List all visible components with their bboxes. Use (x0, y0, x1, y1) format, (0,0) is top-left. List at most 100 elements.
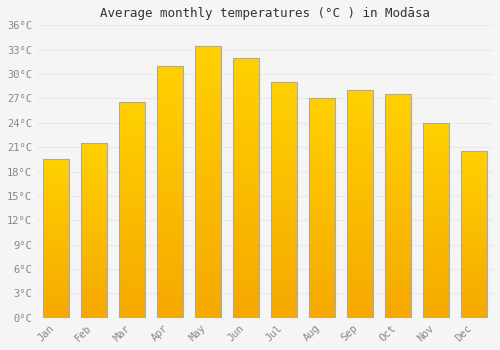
Bar (346, 250, 374, 252)
Bar (118, 202, 145, 205)
Bar (118, 103, 145, 318)
Bar (42, 185, 69, 187)
Bar (194, 148, 221, 151)
Bar (118, 178, 145, 181)
Bar (422, 211, 450, 213)
Bar (42, 177, 69, 179)
Bar (308, 296, 336, 299)
Bar (194, 93, 221, 97)
Bar (156, 94, 183, 97)
Bar (422, 194, 450, 196)
Bar (460, 303, 487, 305)
Bar (422, 296, 450, 298)
Bar (156, 211, 183, 214)
Bar (232, 80, 259, 84)
Bar (460, 230, 487, 232)
Bar (308, 246, 336, 249)
Bar (118, 191, 145, 194)
Bar (232, 246, 259, 250)
Bar (80, 235, 107, 237)
Bar (118, 183, 145, 186)
Bar (460, 182, 487, 184)
Bar (460, 214, 487, 216)
Bar (194, 49, 221, 52)
Bar (384, 119, 411, 122)
Bar (384, 212, 411, 215)
Bar (384, 293, 411, 295)
Bar (270, 206, 297, 209)
Bar (460, 222, 487, 224)
Bar (270, 224, 297, 226)
Bar (308, 290, 336, 293)
Bar (194, 192, 221, 195)
Bar (156, 208, 183, 211)
Bar (422, 150, 450, 152)
Bar (308, 238, 336, 241)
Bar (460, 309, 487, 312)
Bar (156, 173, 183, 176)
Bar (118, 296, 145, 299)
Bar (422, 130, 450, 133)
Bar (308, 244, 336, 246)
Bar (156, 66, 183, 318)
Bar (384, 167, 411, 170)
Bar (384, 257, 411, 259)
Bar (384, 175, 411, 178)
Bar (422, 279, 450, 281)
Bar (194, 73, 221, 76)
Bar (232, 142, 259, 146)
Bar (346, 238, 374, 241)
Bar (80, 276, 107, 279)
Bar (270, 262, 297, 265)
Bar (118, 264, 145, 267)
Bar (156, 274, 183, 277)
Bar (270, 220, 297, 224)
Bar (308, 189, 336, 192)
Bar (384, 304, 411, 307)
Bar (422, 164, 450, 167)
Bar (270, 271, 297, 274)
Bar (42, 312, 69, 314)
Bar (156, 245, 183, 248)
Bar (346, 127, 374, 130)
Bar (270, 150, 297, 153)
Bar (232, 71, 259, 74)
Bar (422, 135, 450, 138)
Bar (346, 255, 374, 258)
Bar (194, 69, 221, 73)
Bar (346, 221, 374, 224)
Bar (422, 208, 450, 211)
Bar (232, 230, 259, 233)
Bar (194, 114, 221, 117)
Bar (270, 109, 297, 112)
Bar (308, 192, 336, 195)
Bar (194, 151, 221, 154)
Bar (308, 161, 336, 164)
Bar (156, 239, 183, 242)
Bar (346, 287, 374, 289)
Bar (156, 100, 183, 104)
Bar (460, 224, 487, 226)
Bar (460, 178, 487, 180)
Bar (118, 275, 145, 278)
Bar (308, 277, 336, 279)
Bar (308, 112, 336, 115)
Bar (194, 274, 221, 277)
Bar (80, 191, 107, 193)
Bar (384, 192, 411, 195)
Bar (80, 272, 107, 274)
Bar (460, 158, 487, 160)
Bar (80, 252, 107, 254)
Bar (308, 304, 336, 307)
Bar (80, 287, 107, 289)
Bar (80, 143, 107, 145)
Bar (384, 223, 411, 226)
Bar (270, 315, 297, 318)
Bar (156, 126, 183, 129)
Bar (384, 156, 411, 159)
Bar (232, 103, 259, 106)
Bar (384, 265, 411, 268)
Bar (308, 137, 336, 140)
Bar (270, 280, 297, 282)
Bar (80, 294, 107, 296)
